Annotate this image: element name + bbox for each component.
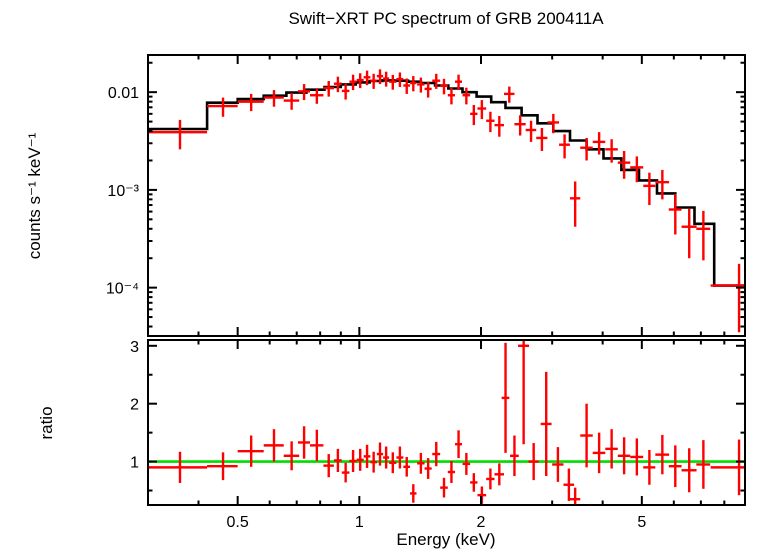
y-axis-label-bottom: ratio	[37, 406, 56, 439]
bottom-panel-data	[148, 340, 745, 505]
svg-text:1: 1	[355, 514, 364, 531]
svg-text:1: 1	[130, 455, 139, 472]
svg-text:0.5: 0.5	[227, 514, 249, 531]
svg-text:3: 3	[130, 339, 139, 356]
svg-text:0.01: 0.01	[108, 85, 139, 102]
chart-title: Swift−XRT PC spectrum of GRB 200411A	[288, 9, 604, 28]
svg-text:10⁻⁴: 10⁻⁴	[106, 281, 139, 298]
svg-text:5: 5	[637, 514, 646, 531]
axes: 0.5 1 2 5 0.01 10⁻³ 10⁻⁴ 1 2 3	[106, 54, 746, 531]
svg-text:2: 2	[477, 514, 486, 531]
svg-text:2: 2	[130, 397, 139, 414]
x-axis-label: Energy (keV)	[396, 530, 495, 549]
y-axis-label-top: counts s⁻¹ keV⁻¹	[25, 132, 44, 259]
svg-text:10⁻³: 10⁻³	[107, 183, 139, 200]
top-panel-data	[148, 69, 745, 333]
